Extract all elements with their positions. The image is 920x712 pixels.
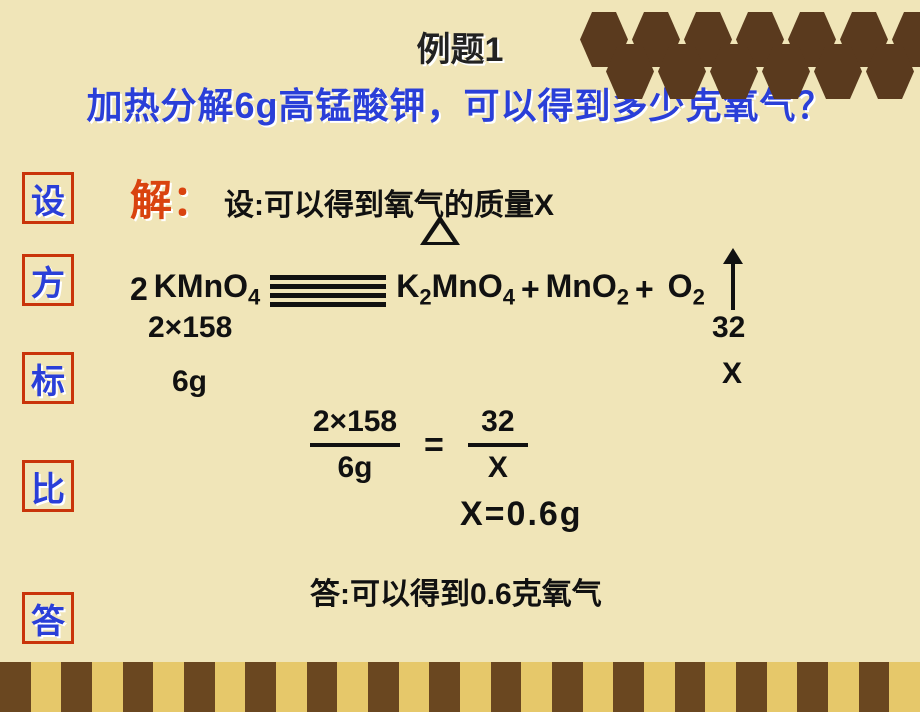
fraction-right: 32 X <box>468 405 528 485</box>
gas-arrow-icon <box>731 260 735 310</box>
heat-triangle-icon <box>420 215 460 245</box>
rhs1-mno: MnO <box>432 268 503 304</box>
proportion-equation: 2×158 6g = 32 X <box>310 405 528 485</box>
plus-2: + <box>635 271 654 308</box>
lhs-coef: 2 <box>130 271 148 308</box>
frac-right-bot: X <box>488 451 508 485</box>
jie-label: 解： <box>130 167 214 228</box>
lhs-formula-sub: 4 <box>248 284 260 309</box>
chemical-equation: 2 KMnO4 K2MnO4 + MnO2 + O2 <box>130 264 890 314</box>
rhs1-sub1: 2 <box>419 284 431 309</box>
frac-right-top: 32 <box>481 405 514 439</box>
assume-text: 设:可以得到氧气的质量X <box>224 180 554 224</box>
step-she: 设 <box>22 172 74 224</box>
unknown-x: X <box>722 357 742 391</box>
rhs3-o: O <box>668 268 693 304</box>
plus-1: + <box>521 271 540 308</box>
given-mass-left: 6g <box>172 365 207 399</box>
frac-left-bot: 6g <box>337 451 372 485</box>
solution-content: 解： 设:可以得到氧气的质量X 2 KMnO4 K2MnO4 + MnO2 + … <box>130 167 890 314</box>
molar-mass-right: 32 <box>712 311 745 345</box>
footer-stripes <box>0 662 920 712</box>
step-fang: 方 <box>22 254 74 306</box>
frac-left-top: 2×158 <box>313 405 397 439</box>
honeycomb-decor <box>580 12 920 82</box>
step-biao: 标 <box>22 352 74 404</box>
lhs-formula: KMnO <box>154 268 248 304</box>
fraction-bar <box>468 443 528 447</box>
rhs3-sub: 2 <box>693 284 705 309</box>
rhs1-sub2: 4 <box>503 284 515 309</box>
rhs2-sub: 2 <box>617 284 629 309</box>
result-x: X=0.6g <box>460 495 583 534</box>
molar-mass-left: 2×158 <box>148 311 232 345</box>
final-answer: 答:可以得到0.6克氧气 <box>310 569 602 613</box>
fraction-bar <box>310 443 400 447</box>
rhs1-k: K <box>396 268 419 304</box>
rhs2-mno: MnO <box>546 268 617 304</box>
fraction-left: 2×158 6g <box>310 405 400 485</box>
step-da: 答 <box>22 592 74 644</box>
yields-sign <box>270 273 386 305</box>
step-bi: 比 <box>22 460 74 512</box>
equals-sign: = <box>424 426 444 465</box>
